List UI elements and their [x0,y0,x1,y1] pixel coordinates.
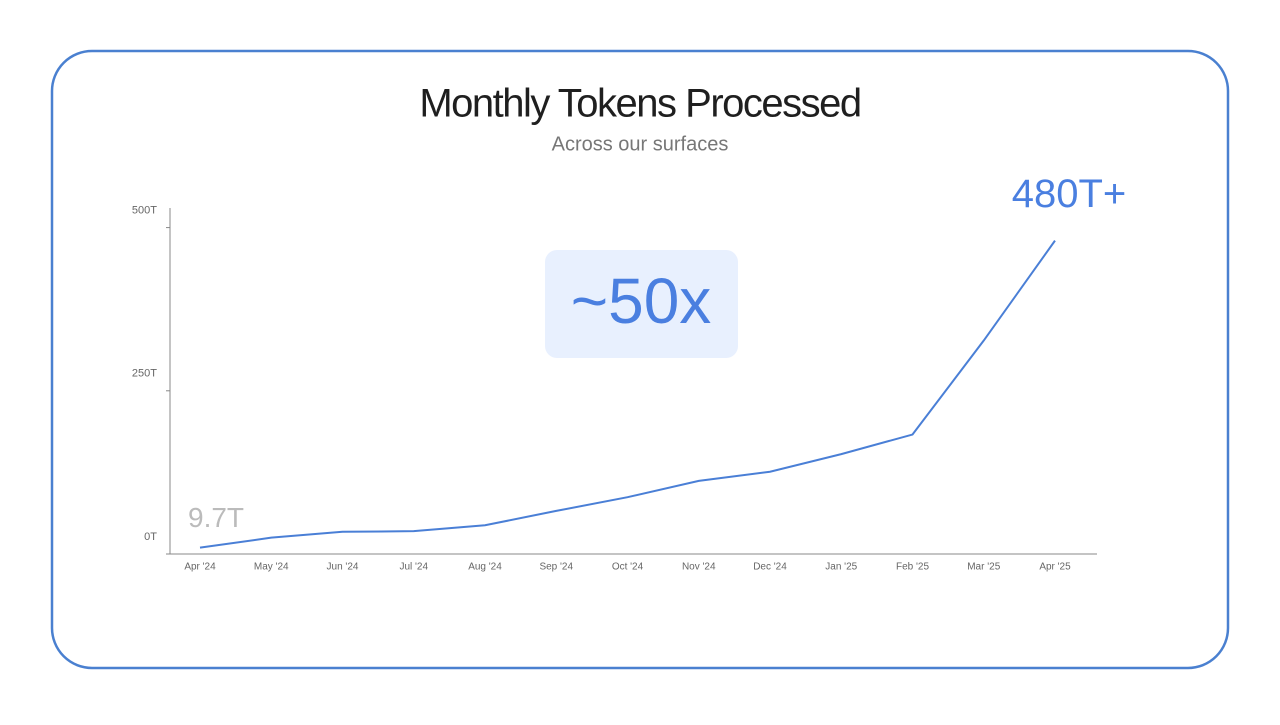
x-tick-label: Oct '24 [612,562,644,573]
callout-box [545,250,738,358]
start-value-label: 9.7T [188,502,244,533]
x-tick-label: Jul '24 [399,562,428,573]
x-tick-label: Apr '25 [1039,562,1071,573]
y-tick-label: 0T [144,531,157,543]
data-line [199,240,1056,549]
end-value-label: 480T+ [1012,172,1127,216]
x-tick-label: Mar '25 [967,562,1000,573]
y-tick-label: 250T [132,368,157,380]
x-tick-label: Jun '24 [327,562,359,573]
x-tick-label: Dec '24 [753,562,787,573]
x-tick-label: May '24 [254,562,289,573]
x-tick-label: Nov '24 [682,562,716,573]
x-tick-label: Sep '24 [539,562,573,573]
x-tick-label: Jan '25 [825,562,857,573]
y-tick-label: 500T [132,204,157,216]
chart-title: Monthly Tokens Processed [419,82,860,126]
x-tick-label: Aug '24 [468,562,502,573]
x-tick-label: Feb '25 [896,562,929,573]
chart-subtitle: Across our surfaces [552,133,729,155]
callout-text: ~50x [571,265,712,337]
x-tick-label: Apr '24 [184,562,216,573]
